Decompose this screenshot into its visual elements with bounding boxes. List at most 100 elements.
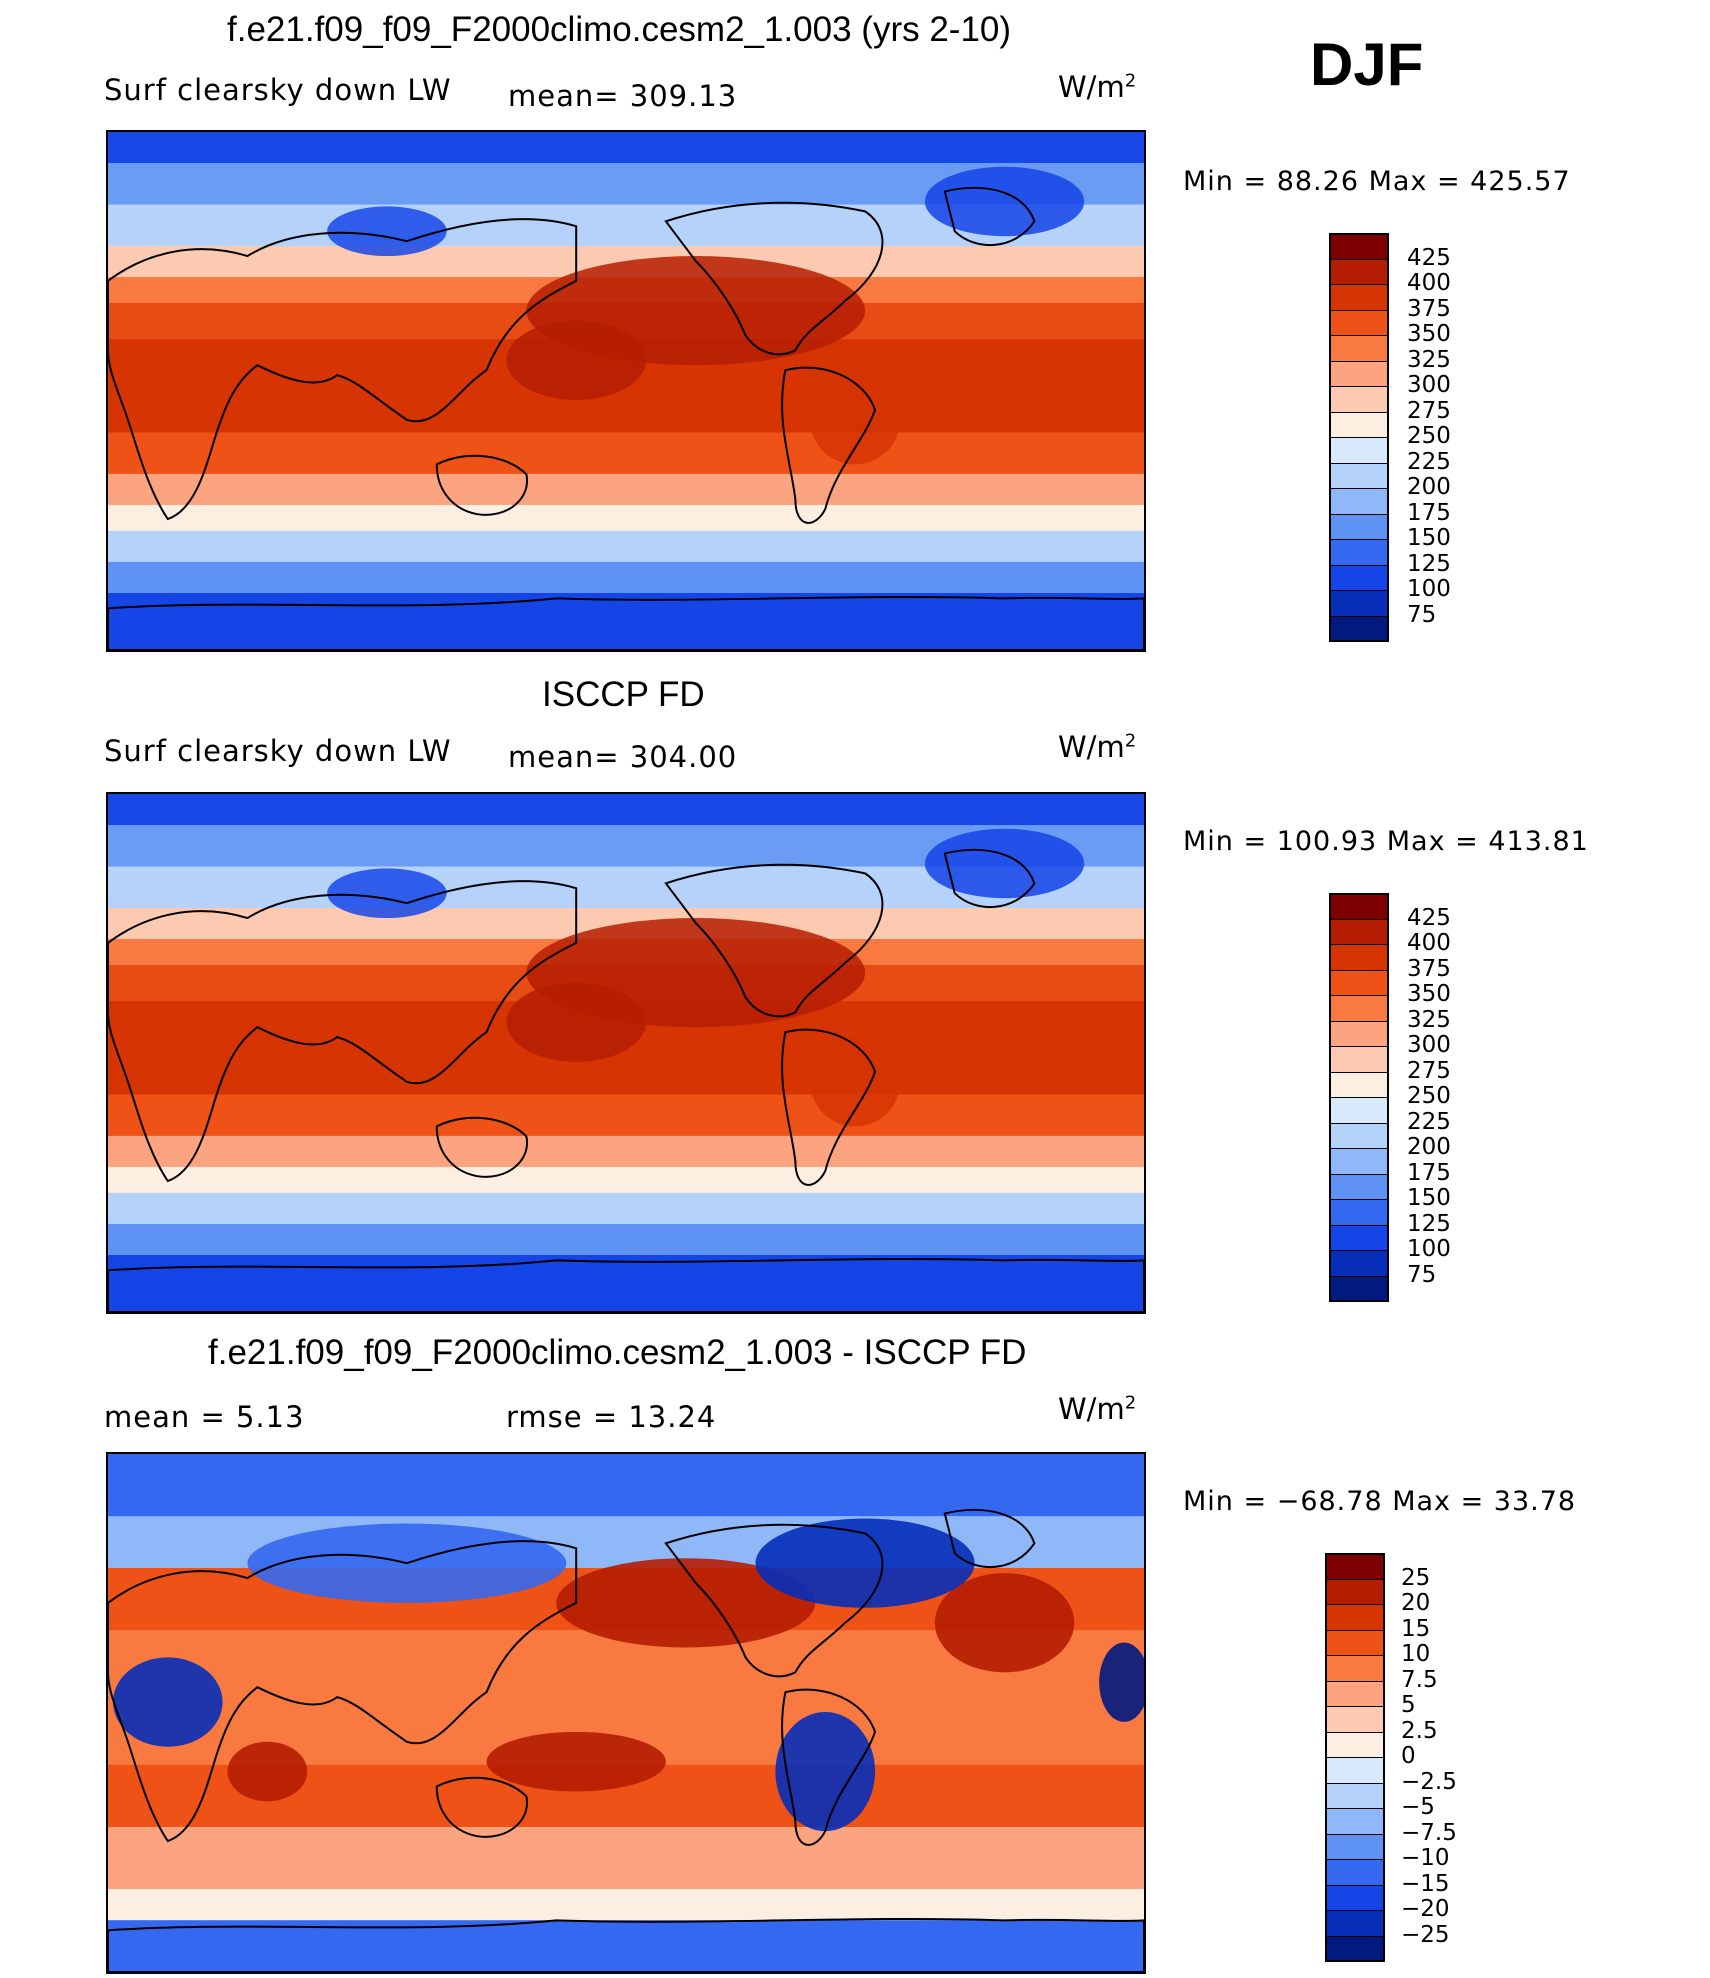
field-blob	[924, 166, 1085, 237]
field-band	[108, 1920, 1144, 1972]
panel-2-units: W/m2	[1058, 730, 1137, 764]
colorbar-tick-label: 350	[1407, 321, 1451, 347]
map-field	[108, 1454, 1144, 1972]
colorbar-tick-label: 250	[1407, 423, 1451, 449]
colorbar-swatch	[1329, 488, 1389, 515]
colorbar-swatch	[1329, 284, 1389, 311]
field-band	[108, 1454, 1144, 1518]
anomaly-blob	[934, 1573, 1075, 1673]
colorbar-swatch	[1325, 1604, 1385, 1631]
panel-1-minmax: Min = 88.26 Max = 425.57	[1183, 166, 1571, 197]
colorbar-tick-label: 325	[1407, 1006, 1451, 1033]
colorbar-tick-label: 125	[1407, 1210, 1451, 1237]
colorbar-tick-label: 2.5	[1401, 1717, 1438, 1744]
panel-2-colorbar: 425 400 375 350 325 300 275 250 225 200 175 150 125 1…	[1329, 893, 1489, 1302]
panel-1-title: f.e21.f09_f09_F2000climo.cesm2_1.003 (yr…	[227, 10, 1012, 49]
colorbar-tick-label: 350	[1407, 981, 1451, 1007]
colorbar-swatch	[1325, 1808, 1385, 1835]
colorbar-swatch	[1325, 1757, 1385, 1784]
anomaly-blob	[227, 1741, 308, 1802]
colorbar-swatch	[1329, 1275, 1389, 1302]
coastline	[943, 848, 1036, 909]
panel-2-map	[106, 792, 1146, 1314]
colorbar-tick-label: 400	[1407, 930, 1451, 956]
colorbar-tick-label: 200	[1407, 474, 1451, 500]
colorbar-swatch	[1329, 309, 1389, 336]
coastline	[664, 863, 884, 1018]
coastline	[108, 1257, 1144, 1312]
colorbar-tick-label: 125	[1407, 550, 1451, 577]
colorbar-tick-label: 425	[1407, 904, 1451, 931]
colorbar-swatch	[1329, 1046, 1389, 1073]
colorbar-swatch	[1329, 233, 1389, 260]
colorbar-swatch	[1325, 1731, 1385, 1758]
coastline	[108, 595, 1144, 650]
coastline	[108, 218, 578, 521]
map-field	[108, 132, 1144, 650]
colorbar-tick-label: −20	[1401, 1896, 1450, 1922]
coastlines	[108, 1508, 1144, 1972]
colorbar-swatch	[1329, 893, 1389, 920]
coastline	[108, 1540, 578, 1843]
colorbar-swatch	[1329, 995, 1389, 1022]
field-band	[108, 1094, 1144, 1137]
colorbar-tick-label: 400	[1407, 270, 1451, 296]
field-band	[108, 794, 1144, 827]
panel-1-mean-label: mean= 309.13	[508, 79, 738, 113]
field-band	[108, 473, 1144, 506]
colorbar-swatch	[1329, 1071, 1389, 1098]
colorbar-tick-label: 250	[1407, 1083, 1451, 1109]
field-band	[108, 1826, 1144, 1891]
colorbar-tick-label: 7.5	[1401, 1666, 1438, 1693]
panel-3-colorbar: 25 20 15 10 7.5 5 2.5 0 −2.5 −5 −7.5 −10 −15 −20 −25	[1325, 1553, 1495, 1962]
colorbar-swatch	[1329, 1199, 1389, 1226]
coastline	[435, 454, 528, 516]
coastline	[781, 1028, 877, 1186]
colorbar-swatch	[1329, 360, 1389, 387]
field-blob	[810, 1037, 900, 1127]
field-blob	[506, 320, 646, 400]
colorbar-swatch	[1329, 1020, 1389, 1047]
colorbar-swatch	[1329, 437, 1389, 464]
colorbar-tick-label: 300	[1407, 372, 1451, 398]
colorbar-swatch	[1325, 1553, 1385, 1580]
colorbar-swatch	[1325, 1859, 1385, 1886]
map-field	[108, 794, 1144, 1312]
colorbar-tick-label: 225	[1407, 1108, 1451, 1135]
panel-3-rmse-label: rmse = 13.24	[506, 1400, 717, 1434]
field-band	[108, 530, 1144, 563]
coastlines	[108, 186, 1144, 650]
colorbar-tick-label: 75	[1407, 1261, 1437, 1288]
colorbar-tick-label: −2.5	[1401, 1768, 1457, 1795]
field-blob	[327, 206, 447, 257]
colorbar-tick-label: 225	[1407, 448, 1451, 475]
field-blob	[810, 375, 900, 465]
season-label: DJF	[1310, 31, 1424, 98]
field-band	[108, 1255, 1144, 1312]
colorbar-tick-label: −7.5	[1401, 1819, 1457, 1846]
colorbar-swatch	[1329, 1250, 1389, 1277]
coastline	[664, 1523, 884, 1678]
coastline	[943, 186, 1036, 247]
colorbar-tick-label: 150	[1407, 525, 1451, 551]
colorbar-swatch	[1325, 1833, 1385, 1860]
colorbar-swatch	[1329, 386, 1389, 413]
colorbar-swatch	[1325, 1910, 1385, 1937]
anomaly-blob	[755, 1518, 975, 1608]
panel-2-mean-label: mean= 304.00	[508, 740, 738, 774]
panel-3-map	[106, 1452, 1146, 1974]
anomaly-blob	[775, 1712, 876, 1832]
colorbar-tick-label: −10	[1401, 1845, 1450, 1871]
coastline	[664, 201, 884, 356]
panel-1-map	[106, 130, 1146, 652]
colorbar-swatch	[1325, 1782, 1385, 1809]
panel-3-mean-label: mean = 5.13	[104, 1400, 305, 1434]
field-band	[108, 593, 1144, 650]
field-band	[108, 132, 1144, 165]
colorbar-swatch	[1325, 1706, 1385, 1733]
colorbar-tick-label: 200	[1407, 1134, 1451, 1160]
colorbar-tick-label: 300	[1407, 1032, 1451, 1058]
colorbar-swatch	[1329, 1224, 1389, 1251]
colorbar-tick-label: 150	[1407, 1185, 1451, 1211]
panel-3-title: f.e21.f09_f09_F2000climo.cesm2_1.003 - I…	[208, 1333, 1027, 1372]
